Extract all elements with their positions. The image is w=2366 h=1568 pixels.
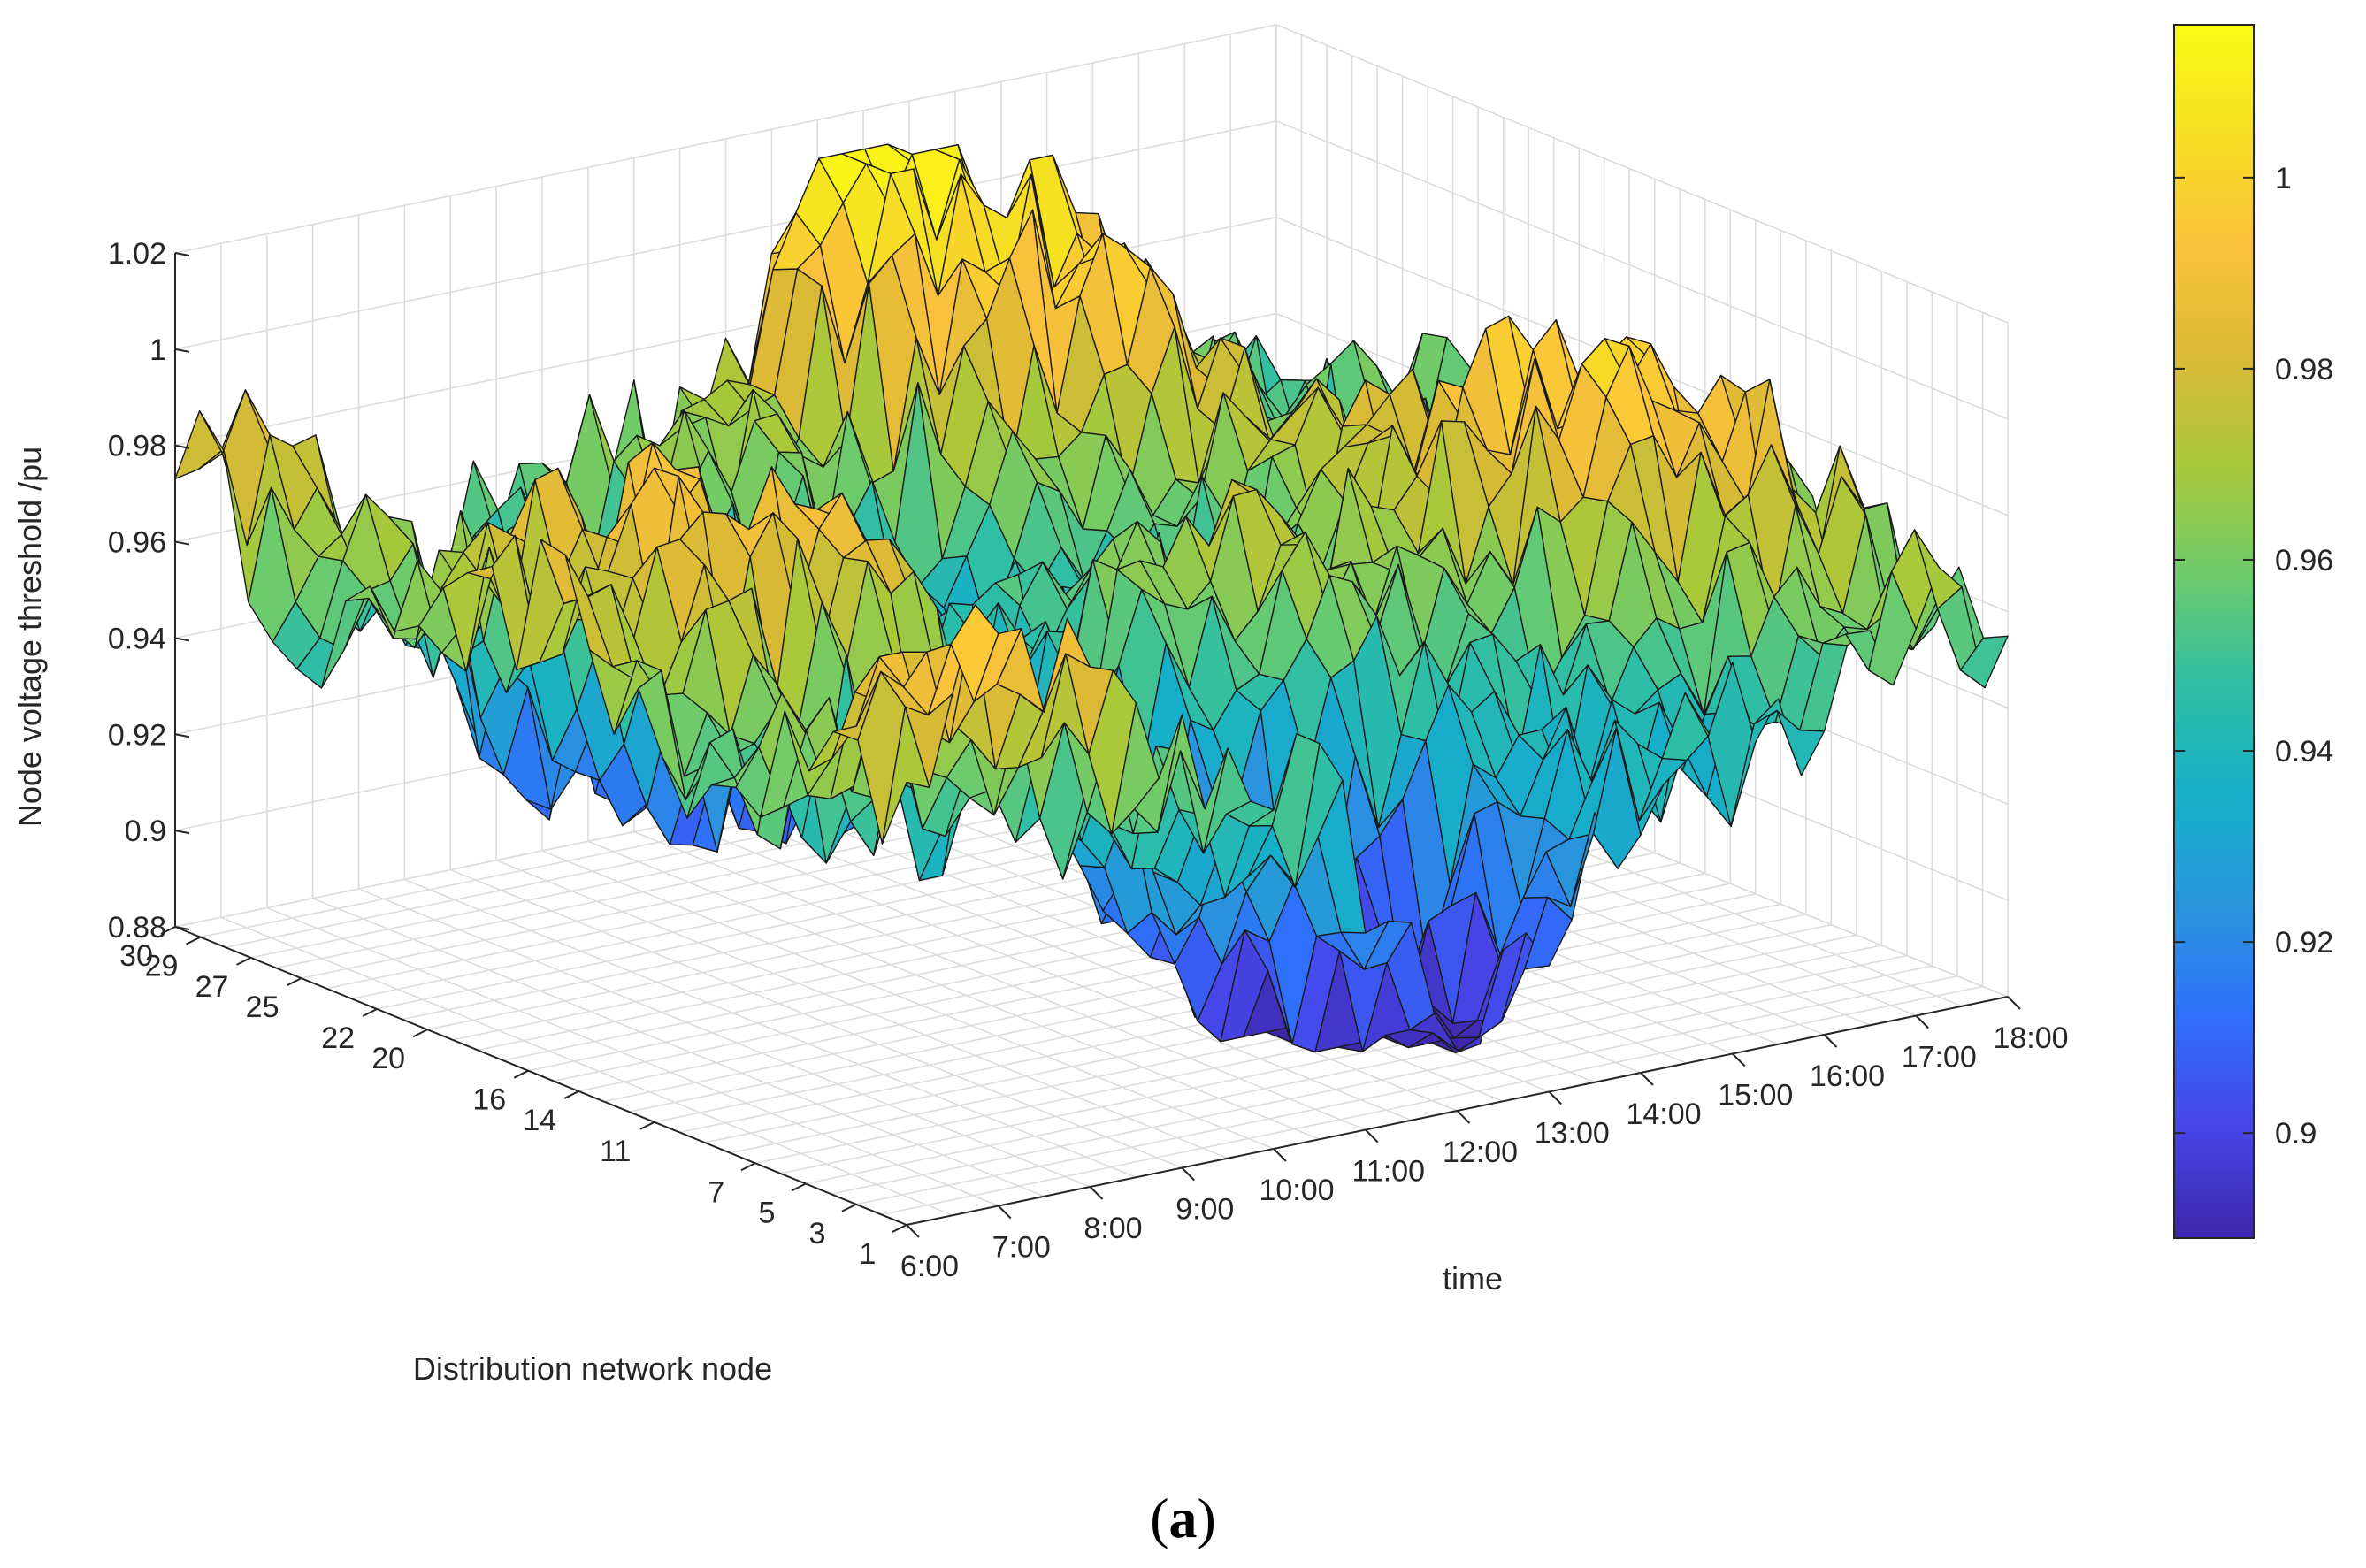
time-tick-label: 6:00	[900, 1250, 959, 1283]
z-tick	[174, 540, 190, 546]
z-tick-label: 1	[149, 333, 166, 367]
z-tick-label: 0.88	[108, 911, 166, 945]
colorbar-tick-label: 0.9	[2275, 1117, 2316, 1151]
z-tick	[174, 637, 190, 642]
time-tick-label: 18:00	[1993, 1021, 2068, 1055]
z-tick	[174, 830, 190, 835]
x-axis-label-time: time	[1443, 1260, 1503, 1296]
node-tick-label: 14	[523, 1104, 556, 1137]
time-tick	[1915, 1014, 1929, 1029]
node-tick-label: 11	[600, 1135, 631, 1168]
node-tick-label: 29	[145, 950, 179, 983]
colorbar: 0.9 0.92 0.94 0.96 0.98 1	[2173, 24, 2333, 1239]
colorbar-tick-label: 0.96	[2275, 544, 2333, 577]
panel-caption: (a)	[1150, 1487, 1216, 1549]
z-tick-label: 0.92	[108, 718, 166, 752]
z-tick-label: 0.94	[108, 622, 166, 655]
time-tick	[1456, 1110, 1471, 1124]
node-tick	[563, 1090, 579, 1099]
z-tick	[174, 733, 190, 738]
node-tick	[412, 1029, 428, 1038]
colorbar-tick-label: 0.92	[2275, 926, 2333, 960]
node-tick-label: 20	[371, 1042, 405, 1075]
node-tick	[287, 977, 302, 986]
node-tick-label: 7	[708, 1175, 724, 1209]
z-tick-label: 0.98	[108, 430, 166, 463]
node-tick-label: 25	[246, 991, 279, 1024]
node-tick-label: 1	[860, 1237, 877, 1271]
time-tick	[1640, 1072, 1654, 1086]
node-tick-label: 3	[809, 1217, 826, 1251]
time-tick	[1732, 1052, 1746, 1067]
z-axis-label: Node voltage threshold /pu	[11, 447, 48, 827]
time-tick-label: 16:00	[1810, 1059, 1885, 1093]
time-tick-label: 14:00	[1626, 1098, 1701, 1131]
z-tick-label: 1.02	[108, 237, 166, 271]
axes-frame	[160, 252, 2021, 1238]
node-tick-label: 16	[472, 1083, 506, 1117]
node-tick	[841, 1203, 857, 1212]
colorbar-tick-label: 0.98	[2275, 353, 2333, 386]
z-tick	[174, 444, 190, 449]
node-tick	[740, 1162, 756, 1172]
time-tick-label: 7:00	[992, 1231, 1051, 1265]
colorbar-tick-label: 0.94	[2275, 735, 2333, 769]
node-tick-label: 27	[195, 970, 229, 1004]
z-tick	[174, 348, 190, 353]
node-tick-label: 22	[321, 1021, 355, 1055]
time-tick-label: 9:00	[1175, 1193, 1234, 1227]
z-tick	[174, 252, 190, 256]
grid-line	[174, 120, 2009, 420]
time-tick	[1273, 1148, 1287, 1162]
node-tick	[639, 1121, 655, 1130]
node-axis-line	[174, 926, 907, 1226]
y-axis-label-node: Distribution network node	[413, 1350, 772, 1387]
time-tick	[1548, 1090, 1562, 1105]
tick-labels: 0.88 0.9 0.92 0.94 0.96 0.98 1 1.02 6:00 7:00 8:00…	[108, 237, 2069, 1283]
time-tick	[1089, 1186, 1104, 1200]
colorbar-bar	[2173, 24, 2255, 1239]
z-tick	[174, 926, 190, 930]
node-tick-label: 30	[119, 939, 153, 973]
time-tick	[1181, 1166, 1195, 1182]
node-tick	[236, 956, 251, 966]
surface-face	[1959, 635, 2009, 689]
colorbar-tick-label: 1	[2275, 162, 2292, 195]
time-tick-label: 13:00	[1535, 1117, 1610, 1151]
node-tick	[892, 1224, 907, 1233]
z-tick-label: 0.96	[108, 526, 166, 560]
z-tick-label: 0.9	[125, 815, 166, 848]
time-tick	[1365, 1128, 1379, 1143]
time-tick	[906, 1224, 920, 1238]
node-tick	[186, 936, 201, 945]
node-tick	[791, 1182, 807, 1192]
time-tick-label: 11:00	[1351, 1155, 1425, 1189]
node-tick	[513, 1069, 529, 1079]
time-tick-label: 17:00	[1902, 1041, 1977, 1075]
grid-line	[174, 24, 2009, 324]
time-tick-label: 12:00	[1443, 1136, 1518, 1169]
time-tick-label: 8:00	[1083, 1212, 1142, 1245]
time-tick	[1823, 1034, 1838, 1048]
node-tick	[362, 1008, 378, 1017]
surface-plot	[174, 143, 2009, 1054]
time-tick	[998, 1205, 1012, 1220]
time-tick-label: 10:00	[1259, 1174, 1334, 1207]
node-tick	[160, 926, 176, 935]
time-tick	[2007, 996, 2021, 1010]
time-tick-label: 15:00	[1718, 1079, 1793, 1113]
node-tick-label: 5	[758, 1197, 775, 1230]
